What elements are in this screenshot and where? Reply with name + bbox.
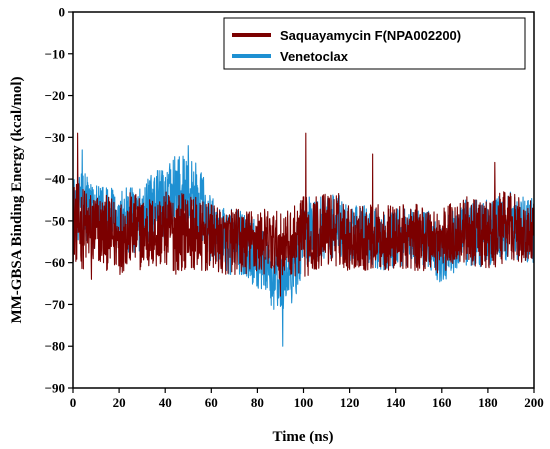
- y-tick-label: −40: [45, 172, 65, 187]
- x-tick-label: 160: [432, 395, 452, 410]
- x-tick-label: 0: [70, 395, 77, 410]
- x-tick-label: 100: [294, 395, 314, 410]
- y-tick-label: −80: [45, 339, 65, 354]
- y-axis-title: MM-GBSA Binding Energy (kcal/mol): [9, 76, 25, 323]
- legend-box: [223, 17, 526, 70]
- legend: Saquayamycin F(NPA002200) Venetoclax: [223, 17, 526, 70]
- y-tick-label: −20: [45, 88, 65, 103]
- x-tick-label: 40: [159, 395, 172, 410]
- y-axis-ticks: 0 −10 −20 −30 −40 −50 −60 −70 −80 −90: [45, 5, 73, 396]
- x-tick-label: 20: [113, 395, 126, 410]
- x-tick-label: 200: [524, 395, 544, 410]
- series-layer: [73, 132, 534, 347]
- x-axis-title: Time (ns): [273, 429, 334, 445]
- y-tick-label: −70: [45, 297, 65, 312]
- x-tick-label: 60: [205, 395, 218, 410]
- series-line-saquayamycin: [73, 132, 534, 297]
- x-tick-label: 180: [478, 395, 498, 410]
- legend-label-saquayamycin: Saquayamycin F(NPA002200): [280, 28, 461, 43]
- y-tick-label: −10: [45, 46, 65, 61]
- y-tick-label: −50: [45, 213, 65, 228]
- x-tick-label: 80: [251, 395, 264, 410]
- x-axis-ticks: 0 20 40 60 80 100 120 140 160 180 200: [70, 388, 544, 410]
- y-tick-label: −60: [45, 255, 65, 270]
- y-tick-label: −30: [45, 130, 65, 145]
- y-tick-label: 0: [59, 5, 66, 20]
- x-tick-label: 120: [340, 395, 360, 410]
- y-tick-label: −90: [45, 381, 65, 396]
- legend-label-venetoclax: Venetoclax: [280, 49, 349, 64]
- x-tick-label: 140: [386, 395, 406, 410]
